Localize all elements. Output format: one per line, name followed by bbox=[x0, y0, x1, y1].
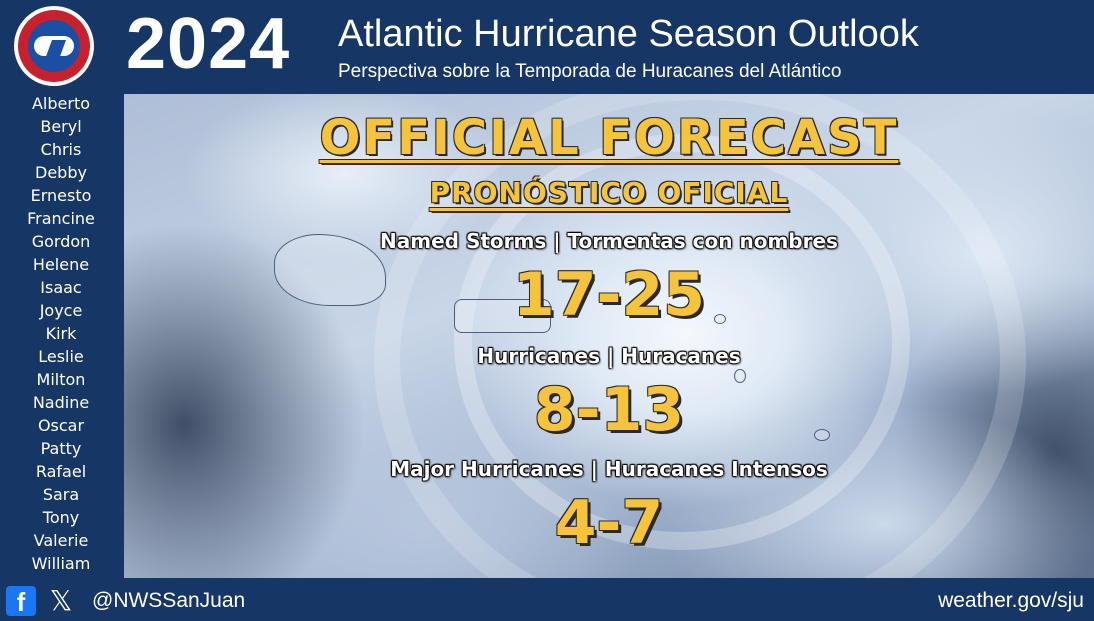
x-icon[interactable]: 𝕏 bbox=[49, 584, 73, 617]
storm-name: Tony bbox=[42, 508, 80, 527]
major-hurricanes-label: Major Hurricanes | Huracanes Intensos bbox=[390, 457, 828, 481]
storm-names-list: Alberto Beryl Chris Debby Ernesto Francine Gor… bbox=[0, 92, 122, 578]
island-outline bbox=[734, 369, 746, 383]
major-hurricanes-value: 4-7 bbox=[554, 488, 664, 558]
storm-name: William bbox=[31, 554, 91, 573]
hurricanes-label: Hurricanes | Huracanes bbox=[477, 344, 741, 368]
storm-name: Leslie bbox=[38, 347, 84, 366]
storm-name: Helene bbox=[32, 255, 90, 274]
pronostico-oficial-text: PRONÓSTICO OFICIAL bbox=[429, 176, 789, 209]
storm-name: Patty bbox=[40, 439, 82, 458]
storm-name: Kirk bbox=[45, 324, 77, 343]
footer-bar: f 𝕏 @NWSSanJuan weather.gov/sju bbox=[0, 580, 1094, 621]
puerto-rico-outline bbox=[454, 299, 551, 333]
storm-name: Francine bbox=[27, 209, 95, 228]
page-title: Atlantic Hurricane Season Outlook bbox=[338, 13, 919, 55]
logo-emblem bbox=[28, 20, 80, 72]
storm-name: Gordon bbox=[31, 232, 91, 251]
named-storms-label: Named Storms | Tormentas con nombres bbox=[380, 229, 838, 253]
facebook-icon[interactable]: f bbox=[6, 586, 36, 617]
island-outline bbox=[814, 429, 830, 441]
storm-name: Joyce bbox=[39, 301, 83, 320]
pronostico-oficial-heading: PRONÓSTICO OFICIAL bbox=[124, 176, 1094, 210]
storm-name: Rafael bbox=[35, 462, 87, 481]
storm-name: Milton bbox=[36, 370, 86, 389]
storm-name: Beryl bbox=[40, 117, 82, 136]
storm-name: Oscar bbox=[37, 416, 85, 435]
hurricanes-value: 8-13 bbox=[533, 375, 685, 445]
social-handle[interactable]: @NWSSanJuan bbox=[92, 589, 246, 612]
storm-name: Nadine bbox=[32, 393, 90, 412]
satellite-image bbox=[124, 94, 1094, 578]
storm-name: Sara bbox=[42, 485, 80, 504]
page-subtitle: Perspectiva sobre la Temporada de Huraca… bbox=[338, 61, 842, 82]
storm-name: Isaac bbox=[40, 278, 82, 297]
season-year: 2024 bbox=[126, 4, 291, 84]
official-forecast-heading: OFFICIAL FORECAST bbox=[124, 110, 1094, 166]
storm-name: Valerie bbox=[33, 531, 89, 550]
header-bar: 2024 Atlantic Hurricane Season Outlook P… bbox=[0, 0, 1094, 92]
website-link[interactable]: weather.gov/sju bbox=[938, 589, 1084, 612]
storm-name: Debby bbox=[35, 163, 87, 182]
storm-name: Chris bbox=[40, 140, 82, 159]
storm-name: Ernesto bbox=[30, 186, 92, 205]
island-outline bbox=[714, 314, 726, 324]
nws-logo bbox=[14, 6, 94, 86]
official-forecast-text: OFFICIAL FORECAST bbox=[319, 110, 899, 166]
storm-name: Alberto bbox=[31, 94, 91, 113]
named-storms-value: 17-25 bbox=[513, 260, 705, 330]
